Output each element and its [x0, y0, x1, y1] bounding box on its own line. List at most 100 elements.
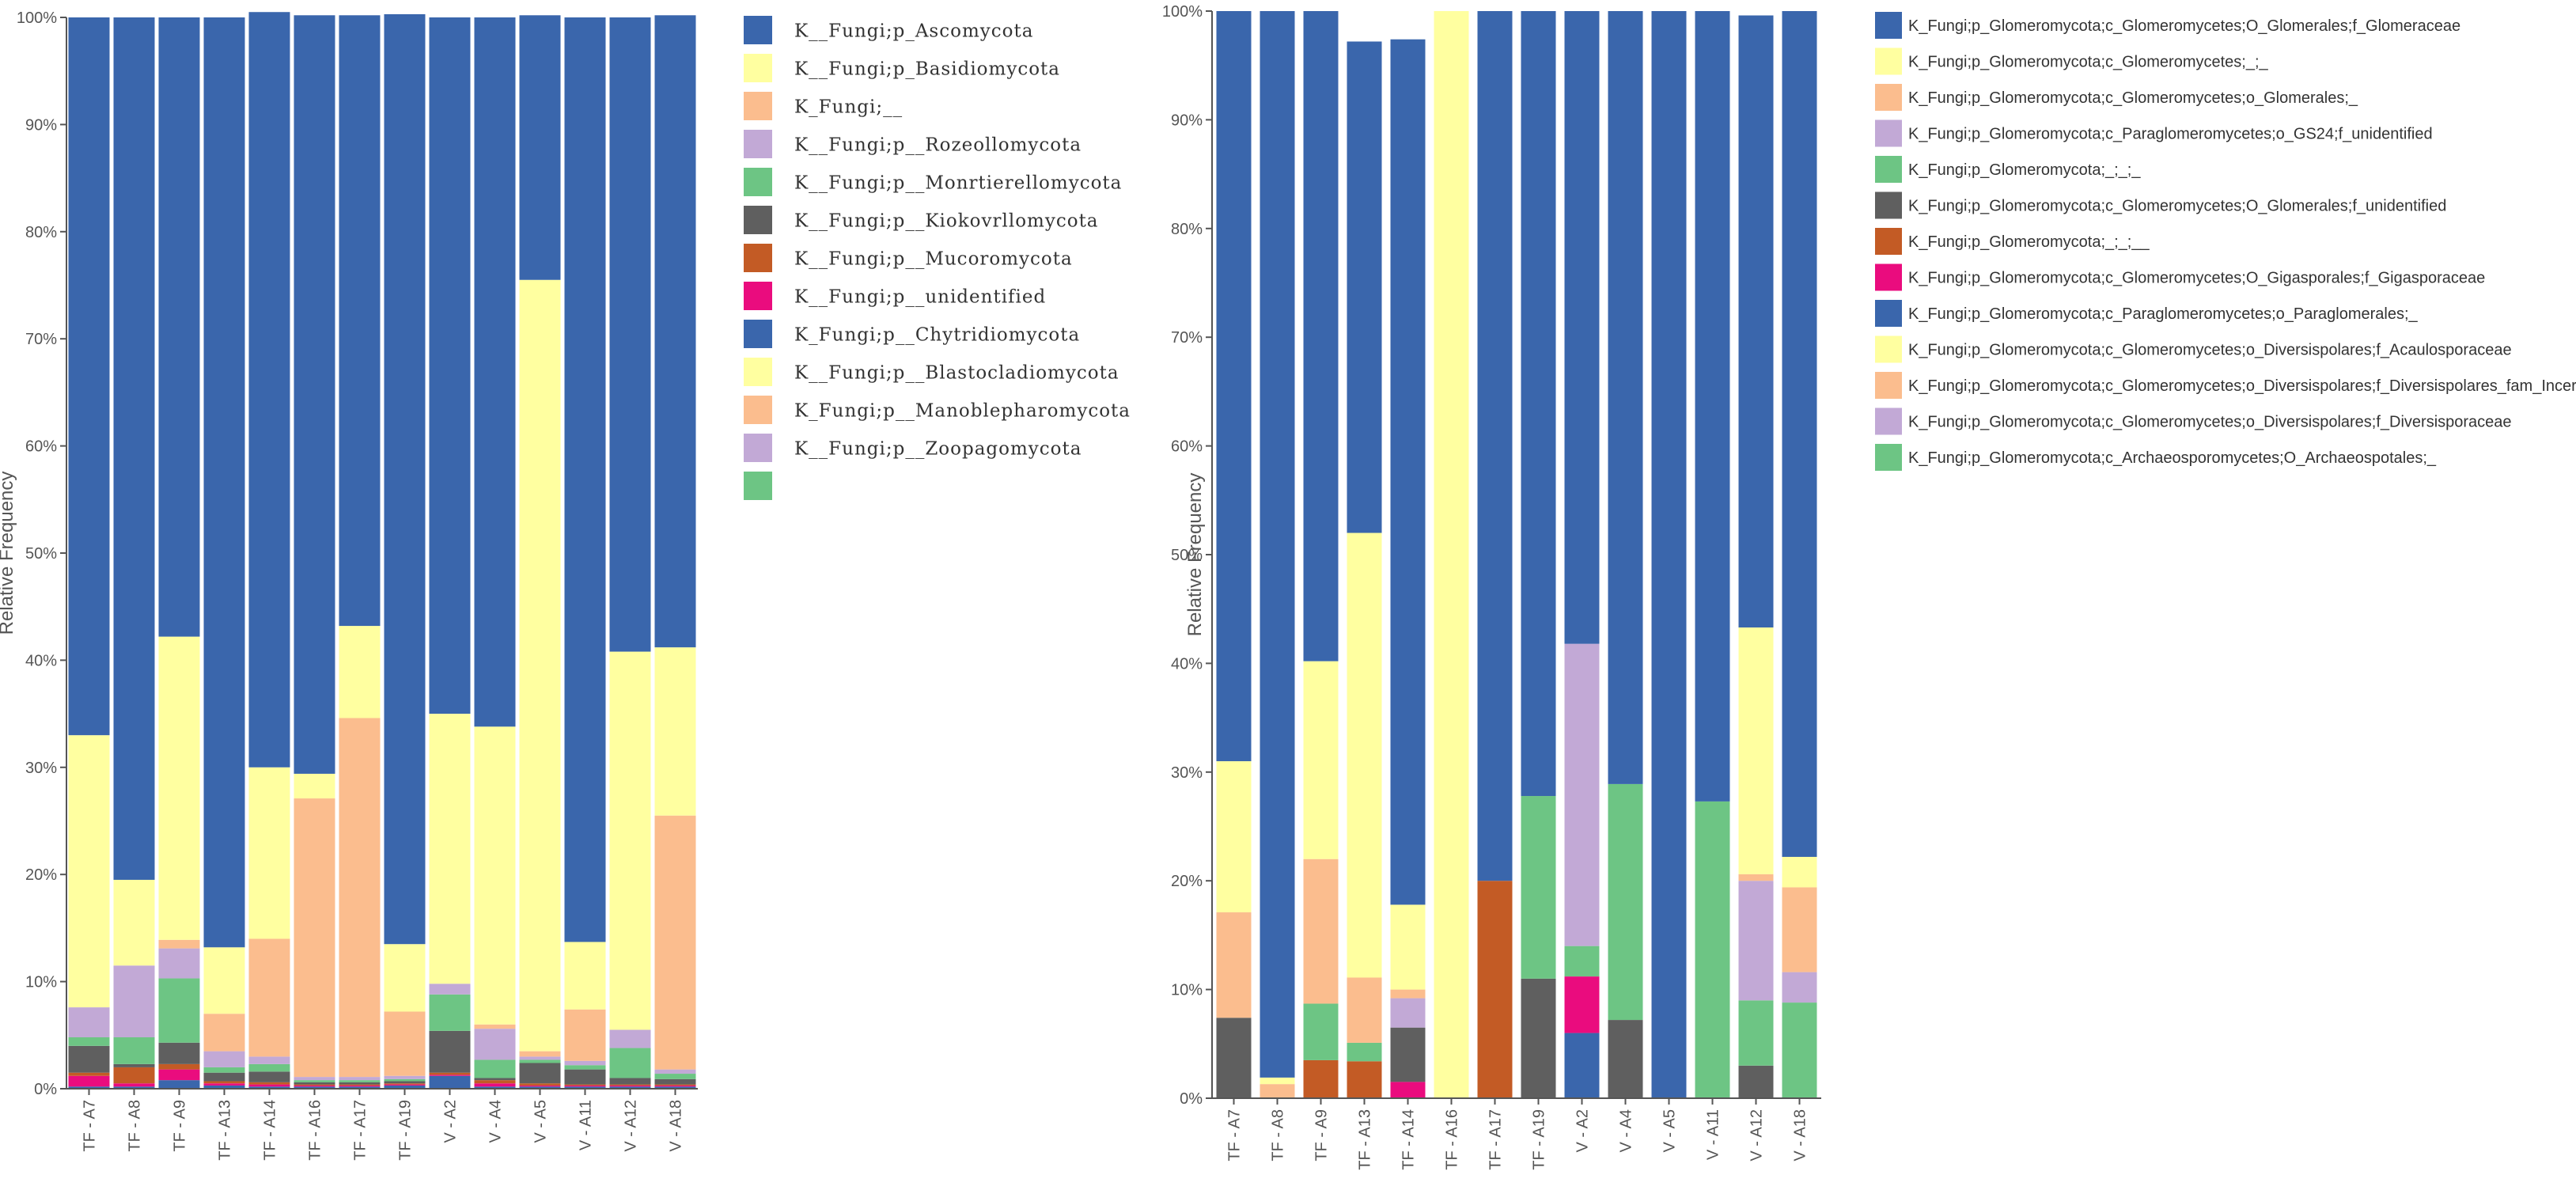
bar-segment-tf-a14-3	[1390, 1027, 1426, 1082]
y-tick-label: 90%	[1171, 112, 1203, 129]
legend-label: K_Fungi;p_Glomeromycota;_;_;_	[1908, 161, 2141, 179]
bar-segment-tf-a9-6	[1303, 858, 1339, 1004]
bar-segment-tf-a19-8	[384, 13, 426, 945]
x-tick-label: V - A11	[1705, 1109, 1722, 1160]
bar-segment-tf-a14-7	[248, 767, 290, 939]
bar-segment-tf-a7-8	[68, 17, 110, 736]
bar-segment-tf-a7-7	[1216, 761, 1252, 913]
bar-segment-tf-a7-4	[68, 1037, 110, 1046]
bar-segment-v-a11-6	[564, 1009, 606, 1061]
bar-segment-tf-a13-6	[203, 1014, 245, 1052]
bar-segment-v-a12-5	[1738, 881, 1774, 1001]
legend-label: K__Fungi;p__Blastocladiomycota	[794, 362, 1119, 383]
y-axis-label: Relative Frequency	[0, 472, 17, 635]
bar-segment-tf-a9-4	[158, 978, 200, 1043]
bar-segment-v-a11-5	[564, 1060, 606, 1066]
bar-segment-v-a4-4	[474, 1059, 516, 1078]
bar-segment-v-a11-2	[564, 1084, 606, 1086]
bar-segment-tf-a13-7	[1347, 532, 1382, 978]
bar-segment-tf-a17-5	[339, 1077, 381, 1081]
bar-segment-tf-a13-1	[203, 1083, 245, 1086]
bar-segment-tf-a13-2	[203, 1081, 245, 1084]
x-tick-label: TF - A9	[1313, 1109, 1331, 1162]
legend-swatch	[1875, 228, 1902, 255]
bar-segment-v-a4-0	[474, 1086, 516, 1089]
x-tick-label: TF - A16	[1444, 1109, 1461, 1170]
bar-segment-tf-a16-3	[294, 1082, 335, 1085]
bar-segment-tf-a9-0	[158, 1080, 200, 1089]
legend-label: K_Fungi;p_Glomeromycota;c_Glomeromycetes…	[1908, 17, 2460, 35]
bar-segment-tf-a14-4	[248, 1063, 290, 1072]
bar-segment-v-a18-4	[1782, 1002, 1817, 1098]
bar-segment-tf-a19-5	[384, 1075, 426, 1079]
legend-label: K_Fungi;p_Glomeromycota;c_Archaeosporomy…	[1908, 449, 2437, 467]
bar-segment-v-a2-0	[429, 1075, 471, 1089]
bar-segment-v-a11-8	[564, 17, 606, 942]
y-tick-label: 80%	[1171, 221, 1203, 238]
bar-segment-v-a4-4	[1608, 783, 1643, 1021]
bar-segment-tf-a7-8	[1216, 11, 1252, 762]
bar-segment-v-a4-1	[474, 1083, 516, 1087]
legend-label: K__Fungi;p__Rozeollomycota	[794, 135, 1082, 155]
bar-segment-tf-a9-2	[158, 1063, 200, 1070]
bar-segment-tf-a14-6	[1390, 989, 1426, 999]
bar-segment-v-a2-0	[1564, 1033, 1600, 1098]
bar-segment-tf-a19-4	[384, 1078, 426, 1082]
bar-segment-v-a2-8	[429, 17, 471, 714]
bar-segment-tf-a16-4	[294, 1080, 335, 1082]
legend-swatch	[1875, 84, 1902, 111]
bar-segment-tf-a19-7	[384, 944, 426, 1012]
bar-segment-tf-a9-4	[1303, 1003, 1339, 1060]
legend-swatch	[744, 396, 772, 424]
y-tick-label: 100%	[17, 9, 57, 27]
legend-label: K_Fungi;p_Glomeromycota;c_Paraglomeromyc…	[1908, 305, 2419, 323]
y-tick-label: 10%	[1171, 982, 1203, 999]
bar-segment-tf-a8-4	[113, 1037, 155, 1064]
y-tick-label: 80%	[25, 224, 57, 241]
bar-segment-v-a12-7	[609, 651, 651, 1030]
legend-swatch	[744, 206, 772, 234]
legend-swatch	[744, 472, 772, 500]
legend-label: K__Fungi;p_Basidiomycota	[794, 59, 1060, 79]
bar-segment-tf-a19-4	[1521, 796, 1556, 979]
bar-segment-tf-a9-2	[1303, 1059, 1339, 1098]
legend-label: K_Fungi;p_Glomeromycota;c_Glomeromycetes…	[1908, 198, 2446, 215]
bar-segment-tf-a19-2	[384, 1083, 426, 1085]
bar-segment-v-a12-3	[609, 1078, 651, 1085]
bar-segment-tf-a7-3	[1216, 1018, 1252, 1098]
bar-segment-v-a12-8	[609, 17, 651, 652]
bar-segment-v-a11-0	[564, 1086, 606, 1089]
bar-segment-v-a4-3	[1608, 1020, 1643, 1098]
legend-label: K_Fungi;p_Glomeromycota;c_Glomeromycetes…	[1908, 54, 2269, 71]
bar-segment-tf-a13-4	[1347, 1042, 1382, 1062]
bar-segment-tf-a17-2	[1477, 881, 1513, 1098]
bar-segment-v-a18-0	[654, 1086, 696, 1089]
bar-segment-tf-a9-7	[158, 636, 200, 940]
bar-segment-tf-a9-8	[158, 17, 200, 637]
bar-segment-v-a18-4	[654, 1074, 696, 1079]
bar-segment-tf-a14-6	[248, 938, 290, 1057]
legend-label: K_Fungi;__	[794, 97, 903, 117]
x-tick-label: V - A2	[1574, 1109, 1592, 1152]
bar-segment-v-a4-2	[474, 1080, 516, 1084]
legend-swatch	[744, 358, 772, 386]
legend-label: K_Fungi;p_Glomeromycota;c_Glomeromycetes…	[1908, 89, 2358, 107]
x-tick-label: TF - A19	[1531, 1109, 1548, 1170]
legend-swatch	[744, 130, 772, 158]
bar-segment-tf-a13-0	[203, 1085, 245, 1089]
x-tick-label: V - A11	[578, 1100, 595, 1150]
bar-segment-v-a2-1	[1564, 976, 1600, 1033]
y-tick-label: 0%	[1180, 1090, 1203, 1108]
bar-segment-tf-a16-5	[294, 1077, 335, 1081]
bar-segment-v-a18-7	[1782, 856, 1817, 888]
bar-segment-tf-a8-8	[113, 17, 155, 880]
bar-segment-v-a2-5	[429, 983, 471, 995]
x-tick-label: TF - A19	[397, 1100, 415, 1161]
legend-swatch	[744, 54, 772, 82]
y-tick-label: 70%	[1171, 329, 1203, 347]
x-tick-label: TF - A8	[1270, 1109, 1287, 1162]
bar-segment-tf-a17-8	[339, 15, 381, 627]
legend-swatch	[1875, 12, 1902, 39]
bar-segment-tf-a13-3	[203, 1072, 245, 1082]
x-tick-label: TF - A13	[217, 1100, 234, 1161]
